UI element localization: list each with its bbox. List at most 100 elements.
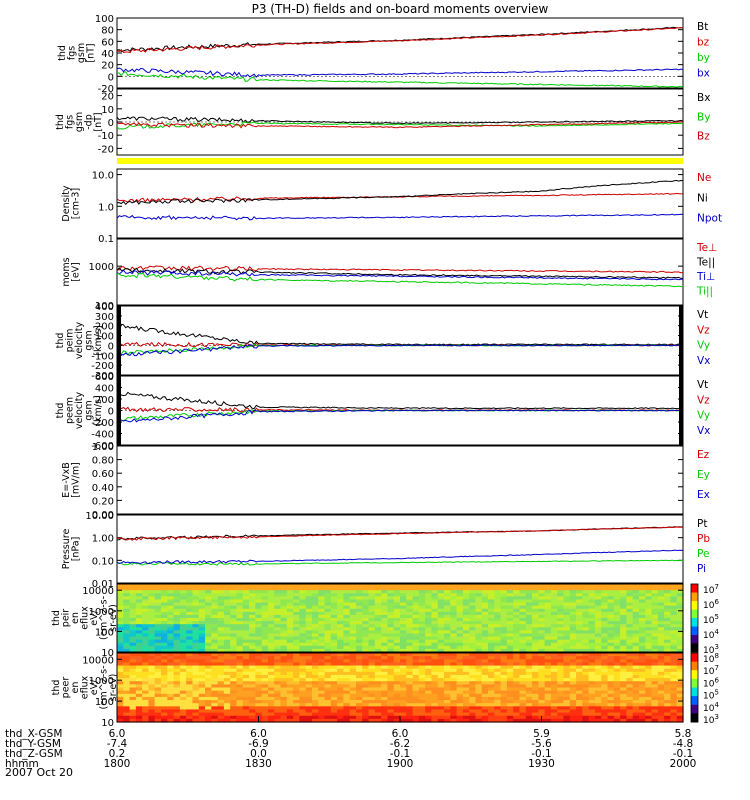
heatmap-cell [318,621,326,625]
heatmap-cell [462,718,470,723]
heatmap-cell [594,624,602,628]
heatmap-cell [412,668,420,673]
heatmap-cell [437,614,445,619]
heatmap-cell [198,593,206,597]
heatmap-cell [525,700,533,704]
heatmap-cell [242,696,250,701]
heatmap-cell [167,587,175,591]
heatmap-cell [576,706,583,711]
heatmap-cell [299,662,307,667]
heatmap-cell [613,712,621,717]
heatmap-cell [324,605,332,610]
heatmap-cell [607,618,615,622]
heatmap-cell [179,659,187,664]
heatmap-cell [456,665,464,670]
heatmap-cell [223,659,231,664]
heatmap-cell [186,602,194,607]
heatmap-cell [393,636,401,641]
heatmap-cell [462,671,470,676]
heatmap-cell [249,665,256,670]
heatmap-cell [135,681,143,685]
heatmap-cell [469,639,477,644]
heatmap-cell [362,653,370,657]
heatmap-cell [179,703,187,707]
heatmap-cell [349,599,357,604]
heatmap-cell [355,665,363,670]
heatmap-cell [588,611,596,616]
heatmap-cell [557,687,565,692]
heatmap-cell [161,715,168,720]
colorbar-segment [691,653,698,663]
heatmap-cell [393,587,401,591]
y-axis-label-line: gsm [74,112,85,132]
heatmap-cell [513,684,521,689]
heatmap-cell [488,712,495,717]
heatmap-cell [324,656,332,660]
heatmap-cell [563,648,571,653]
heatmap-cell [349,665,357,670]
heatmap-cell [179,611,187,616]
heatmap-cell [305,715,313,720]
heatmap-cell [594,656,602,660]
heatmap-cell [500,700,508,704]
heatmap-cell [349,608,357,613]
heatmap-cell [475,627,483,631]
heatmap-cell [664,696,672,701]
heatmap-cell [198,709,206,714]
heatmap-cell [179,630,187,635]
heatmap-cell [217,681,225,685]
heatmap-cell [299,639,307,644]
heatmap-cell [538,593,546,597]
heatmap-cell [217,659,225,664]
heatmap-cell [330,614,338,619]
heatmap-cell [400,636,407,641]
heatmap-cell [305,706,313,711]
heatmap-cell [469,624,477,628]
heatmap-cell [249,659,256,664]
heatmap-cell [117,671,124,676]
heatmap-cell [167,608,175,613]
heatmap-cell [148,696,156,701]
heatmap-cell [337,665,344,670]
heatmap-cell [129,709,137,714]
heatmap-cell [223,593,231,597]
heatmap-cell [651,709,659,714]
x-row-value: -6.2 [390,738,411,750]
heatmap-cell [607,605,615,610]
heatmap-cell [651,642,659,647]
heatmap-cell [179,718,187,723]
heatmap-cell [318,618,326,622]
heatmap-cell [594,671,602,676]
heatmap-cell [425,618,433,622]
heatmap-cell [601,633,609,638]
heatmap-cell [632,584,640,588]
heatmap-cell [538,584,546,588]
heatmap-cell [525,659,533,664]
heatmap-cell [148,668,156,673]
heatmap-cell [311,693,319,698]
heatmap-cell [381,665,389,670]
heatmap-cell [324,696,332,701]
heatmap-cell [393,605,401,610]
heatmap-cell [311,639,319,644]
heatmap-cell [223,700,231,704]
heatmap-cell [217,674,225,679]
x-row-value: 0.2 [109,748,126,760]
heatmap-cell [632,681,640,685]
heatmap-cell [154,706,162,711]
heatmap-cell [135,678,143,682]
heatmap-cell [475,690,483,695]
heatmap-cell [179,593,187,597]
heatmap-cell [418,605,426,610]
heatmap-cell [601,684,609,689]
heatmap-cell [330,593,338,597]
heatmap-cell [475,684,483,689]
heatmap-cell [261,633,269,638]
heatmap-cell [368,630,376,635]
heatmap-cell [368,599,376,604]
heatmap-cell [544,605,552,610]
heatmap-cell [381,621,389,625]
heatmap-cell [532,703,539,707]
heatmap-cell [532,633,539,638]
